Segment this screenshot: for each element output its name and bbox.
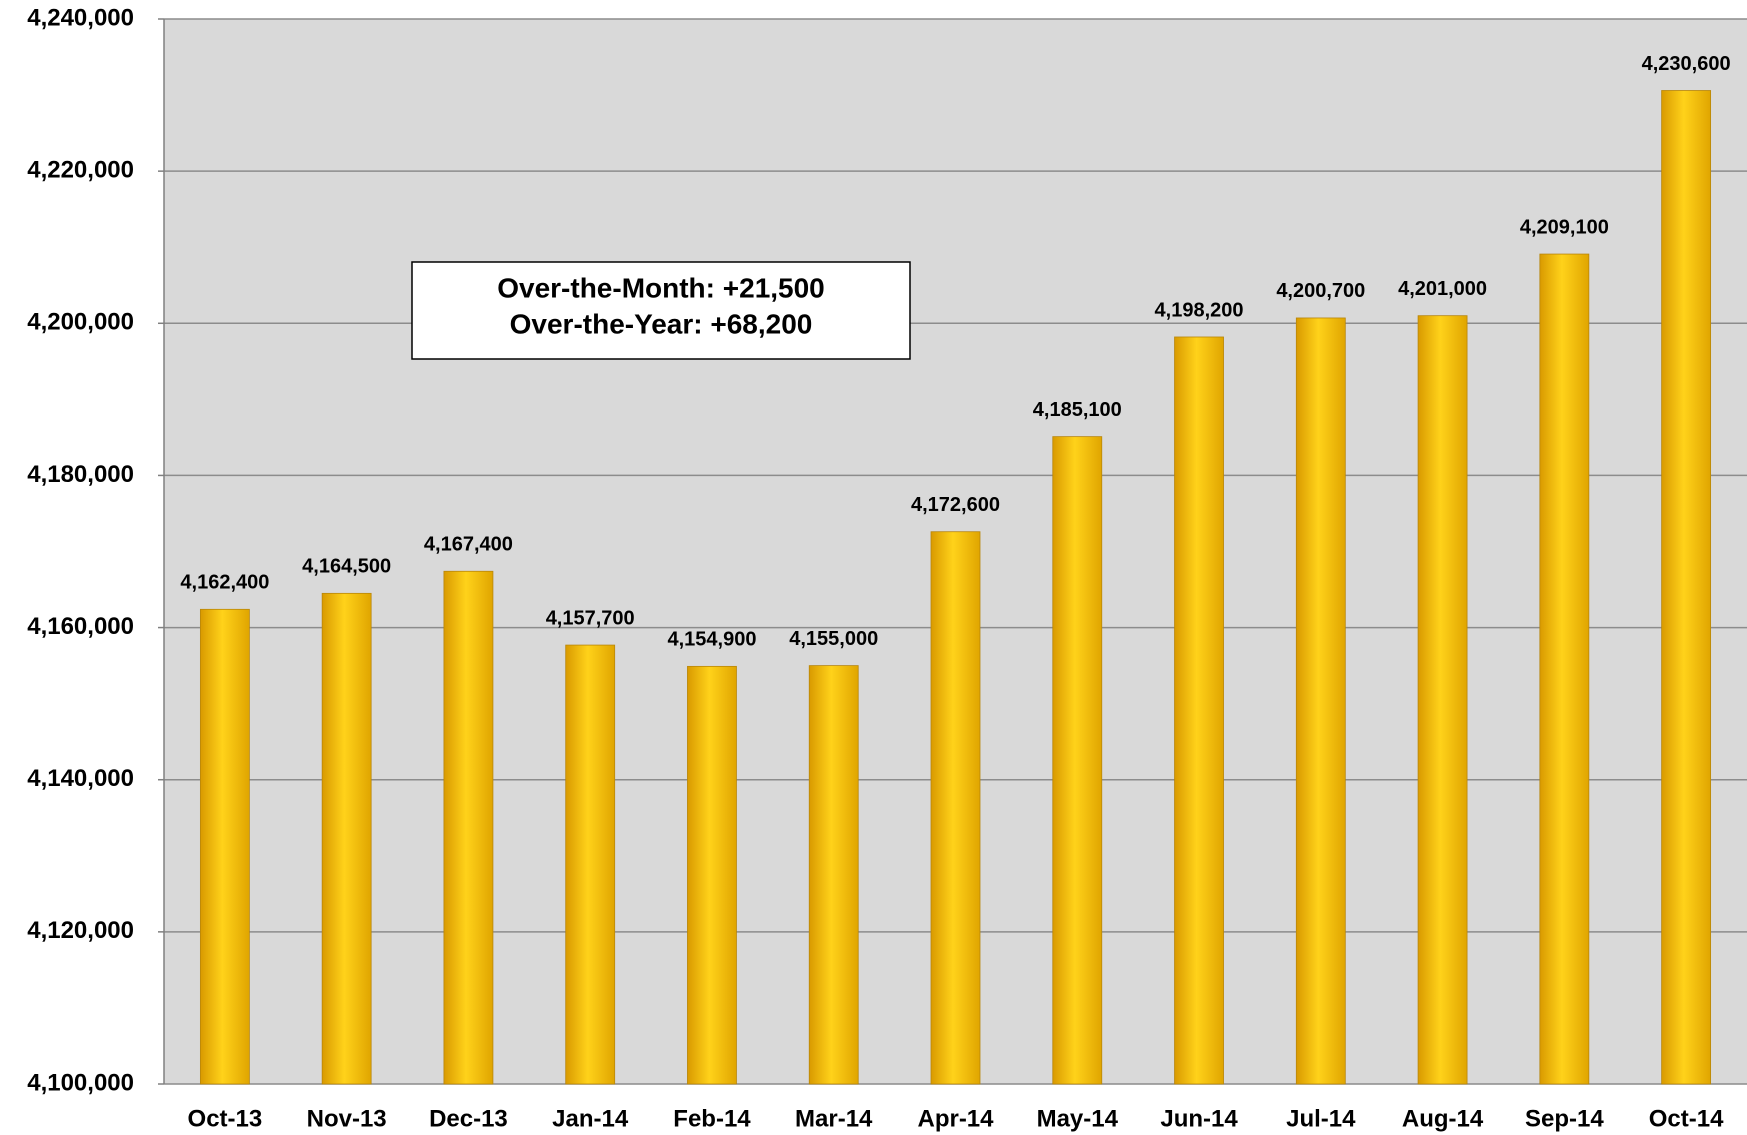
- y-tick-label: 4,200,000: [27, 309, 134, 336]
- y-tick-label: 4,160,000: [27, 613, 134, 640]
- bar: [1539, 253, 1590, 1085]
- bar: [1174, 336, 1224, 1085]
- x-tick-label: Nov-13: [307, 1105, 387, 1132]
- annotation-box: [411, 261, 911, 360]
- y-tick-label: 4,140,000: [27, 765, 134, 792]
- x-tick-label: Apr-14: [917, 1105, 994, 1132]
- x-tick-label: Jul-14: [1286, 1105, 1356, 1132]
- annotation: Over-the-Year: +68,200: [510, 308, 813, 339]
- x-tick-label: Oct-14: [1649, 1105, 1724, 1132]
- value-label: 4,172,600: [911, 494, 1000, 516]
- value-label: 4,209,100: [1520, 216, 1609, 238]
- bar: [930, 531, 981, 1085]
- bar: [1052, 436, 1103, 1085]
- bar: [687, 665, 737, 1085]
- x-tick-label: Sep-14: [1525, 1105, 1604, 1132]
- bar: [443, 570, 494, 1085]
- x-tick-label: Mar-14: [795, 1105, 873, 1132]
- bar: [808, 665, 859, 1085]
- x-tick-label: May-14: [1037, 1105, 1119, 1132]
- value-label: 4,154,900: [667, 629, 756, 651]
- bar: [321, 592, 372, 1085]
- x-tick-label: Jun-14: [1160, 1105, 1238, 1132]
- x-tick-label: Aug-14: [1402, 1105, 1484, 1132]
- value-label: 4,162,400: [180, 572, 269, 594]
- value-label: 4,167,400: [424, 534, 513, 556]
- bar: [199, 608, 250, 1085]
- x-tick-label: Jan-14: [552, 1105, 629, 1132]
- value-label: 4,185,100: [1033, 399, 1122, 421]
- value-label: 4,164,500: [302, 556, 391, 578]
- y-tick-label: 4,100,000: [27, 1069, 134, 1096]
- value-label: 4,157,700: [546, 607, 635, 629]
- value-label: 4,200,700: [1276, 280, 1365, 302]
- value-label: 4,230,600: [1642, 53, 1731, 75]
- value-label: 4,155,000: [789, 628, 878, 650]
- x-tick-label: Oct-13: [188, 1105, 263, 1132]
- y-tick-label: 4,120,000: [27, 917, 134, 944]
- bars: [199, 90, 1712, 1085]
- y-tick-label: 4,240,000: [27, 4, 134, 31]
- annotation: Over-the-Month: +21,500: [497, 272, 825, 303]
- bar: [565, 644, 616, 1085]
- y-tick-label: 4,180,000: [27, 461, 134, 488]
- x-tick-label: Feb-14: [673, 1105, 751, 1132]
- bar: [1417, 315, 1468, 1085]
- value-label: 4,201,000: [1398, 278, 1487, 300]
- value-label: 4,198,200: [1155, 299, 1244, 321]
- bar: [1295, 317, 1346, 1085]
- bar: [1661, 90, 1712, 1085]
- x-tick-label: Dec-13: [429, 1105, 508, 1132]
- y-tick-label: 4,220,000: [27, 156, 134, 183]
